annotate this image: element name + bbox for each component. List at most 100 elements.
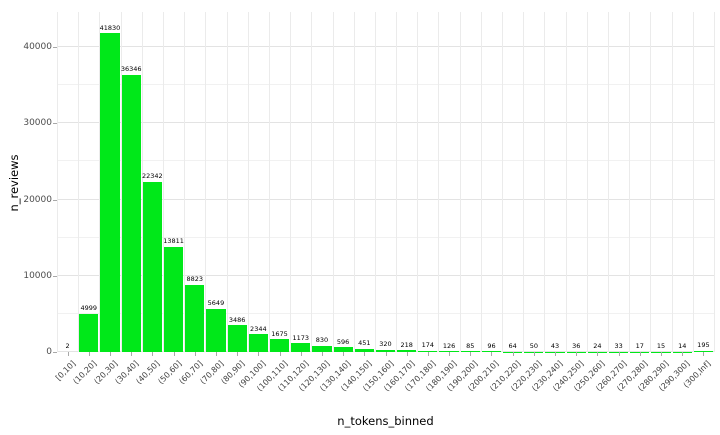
gridline-major-h	[57, 198, 714, 200]
bar	[121, 74, 141, 352]
gridline-v	[120, 12, 122, 352]
y-tick-label: 40000	[23, 42, 52, 53]
bar-value-label: 5649	[207, 299, 225, 308]
x-tick-mark	[449, 352, 451, 356]
gridline-v	[523, 12, 525, 352]
x-tick-mark	[427, 352, 429, 356]
gridline-v	[438, 12, 440, 352]
gridline-v	[353, 12, 355, 352]
bar-value-label: 3486	[228, 315, 246, 324]
gridline-v	[565, 12, 567, 352]
bar	[163, 246, 184, 352]
bar	[185, 284, 205, 352]
x-tick-mark	[321, 352, 323, 356]
x-tick-mark	[555, 352, 557, 356]
x-tick-mark	[533, 352, 535, 356]
bar-value-label: 830	[315, 336, 329, 345]
x-tick-mark	[300, 352, 302, 356]
x-tick-mark	[109, 352, 111, 356]
bar-value-label: 218	[400, 340, 413, 349]
bar-value-label: 596	[336, 337, 350, 346]
x-tick-mark	[406, 352, 408, 356]
bar-value-label: 174	[421, 341, 435, 350]
y-tick-label: 10000	[23, 270, 52, 281]
y-tick-mark	[53, 47, 57, 49]
bar-value-label: 14	[678, 342, 687, 351]
gridline-v	[290, 12, 292, 352]
bar-value-label: 1675	[271, 329, 288, 338]
gridline-v	[714, 12, 715, 352]
gridline-v	[226, 12, 228, 352]
gridline-major-h	[57, 274, 714, 276]
bar	[312, 345, 332, 352]
y-tick-label: 20000	[23, 194, 52, 205]
x-tick-mark	[597, 352, 599, 356]
bar	[354, 348, 374, 352]
gridline-v	[692, 12, 694, 352]
bar-value-label: 36346	[120, 65, 142, 74]
bar	[418, 350, 438, 352]
gridline-v	[78, 12, 80, 352]
x-tick-mark	[237, 352, 239, 356]
gridline-v	[502, 12, 504, 352]
bar-value-label: 195	[697, 341, 710, 349]
bar-value-label: 50	[529, 342, 538, 351]
gridline-major-h	[57, 46, 714, 48]
x-tick-mark	[639, 352, 641, 356]
gridline-v	[247, 12, 249, 352]
bar	[693, 350, 713, 352]
gridline-v	[332, 12, 334, 352]
y-tick-mark	[53, 123, 57, 125]
x-tick-mark	[258, 352, 260, 356]
bar-value-label: 33	[614, 342, 623, 351]
bar-value-label: 96	[487, 341, 496, 350]
bar-value-label: 85	[466, 341, 475, 350]
x-tick-mark	[661, 352, 663, 356]
bar-value-label: 15	[656, 342, 666, 351]
bar-value-label: 64	[508, 342, 517, 350]
bar	[142, 181, 162, 352]
bar	[227, 325, 247, 352]
bar-value-label: 4999	[80, 304, 98, 313]
x-tick-mark	[279, 352, 281, 356]
gridline-v	[608, 12, 610, 352]
gridline-v	[671, 12, 673, 352]
x-tick-mark	[364, 352, 366, 356]
gridline-v	[544, 12, 546, 352]
x-axis-title: n_tokens_binned	[337, 414, 434, 428]
gridline-v	[162, 12, 164, 352]
x-tick-mark	[152, 352, 154, 356]
x-tick-mark	[131, 352, 133, 356]
x-tick-mark	[491, 352, 493, 356]
gridline-v	[586, 12, 588, 352]
x-tick-mark	[512, 352, 514, 356]
bar-value-label: 43	[550, 342, 560, 351]
x-tick-mark	[88, 352, 90, 356]
x-tick-mark	[618, 352, 620, 356]
bar	[291, 343, 311, 352]
bar-value-label: 17	[635, 342, 644, 351]
gridline-v	[184, 12, 186, 352]
y-tick-label: 30000	[23, 118, 52, 129]
gridline-v	[99, 12, 101, 352]
x-tick-mark	[67, 352, 69, 356]
gridline-v	[417, 12, 419, 352]
y-tick-mark	[53, 275, 57, 277]
bar	[460, 351, 480, 352]
bar-value-label: 22342	[142, 172, 163, 181]
x-tick-mark	[173, 352, 175, 356]
x-tick-mark	[385, 352, 387, 356]
gridline-v	[629, 12, 631, 352]
bar	[100, 33, 120, 352]
bar	[206, 308, 226, 352]
bar-value-label: 451	[358, 339, 371, 348]
gridline-v	[396, 12, 398, 352]
bar-value-label: 8823	[186, 275, 204, 284]
bar-value-label: 2	[65, 342, 70, 351]
bar	[333, 347, 353, 352]
x-tick-mark	[682, 352, 684, 356]
x-tick-mark	[215, 352, 217, 356]
bar-value-label: 1173	[292, 333, 309, 342]
bar	[439, 351, 459, 352]
